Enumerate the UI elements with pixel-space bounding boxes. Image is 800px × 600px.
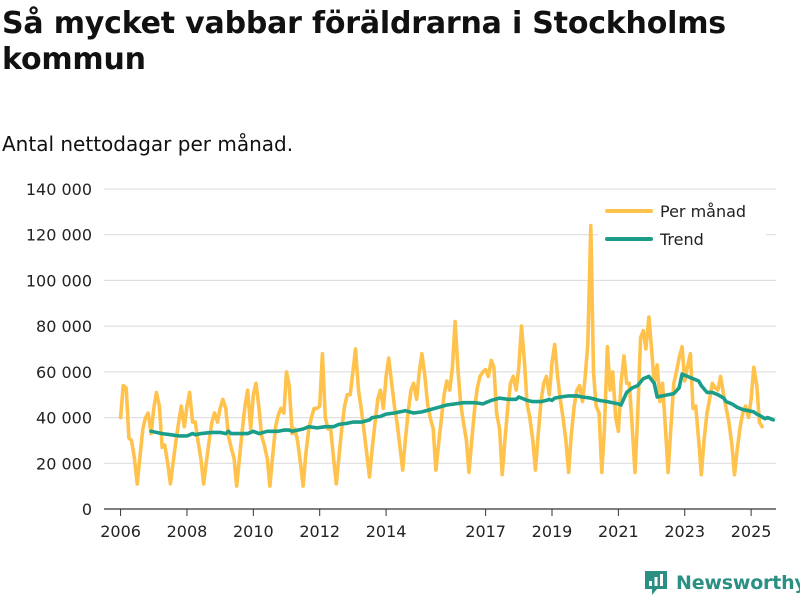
x-tick-label: 2008 xyxy=(167,522,208,541)
y-tick-label: 40 000 xyxy=(36,409,92,428)
x-tick-label: 2019 xyxy=(532,522,573,541)
newsworthy-logo: Newsworthy xyxy=(644,568,800,598)
x-tick-label: 2017 xyxy=(465,522,506,541)
y-tick-label: 60 000 xyxy=(36,363,92,382)
x-axis: 2006 2008 2010 2012 2014 2017 2019 2021 2023 2025 xyxy=(100,509,771,541)
x-tick-label: 2012 xyxy=(299,522,340,541)
y-tick-label: 120 000 xyxy=(26,226,92,245)
y-axis: 0 20 000 40 000 60 000 80 000 100 000 120 000 1… xyxy=(26,180,92,519)
x-tick-label: 2010 xyxy=(233,522,274,541)
legend-label-per-manad: Per månad xyxy=(660,202,746,221)
y-tick-label: 0 xyxy=(82,500,92,519)
legend: Per månad Trend xyxy=(598,196,766,256)
x-tick-label: 2021 xyxy=(598,522,639,541)
y-tick-label: 20 000 xyxy=(36,454,92,473)
series-line-trend xyxy=(149,372,776,438)
series-line-per-manad xyxy=(118,223,764,488)
x-tick-label: 2006 xyxy=(100,522,141,541)
newsworthy-logo-text: Newsworthy xyxy=(676,572,800,594)
y-tick-label: 100 000 xyxy=(26,271,92,290)
chart-title: Så mycket vabbar föräldrarna i Stockholm… xyxy=(2,6,726,77)
x-tick-label: 2023 xyxy=(664,522,705,541)
chart-subtitle: Antal nettodagar per månad. xyxy=(2,132,294,156)
x-tick-label: 2014 xyxy=(366,522,407,541)
legend-background xyxy=(598,196,766,256)
x-tick-label: 2025 xyxy=(731,522,772,541)
newsworthy-logo-icon xyxy=(645,571,667,595)
series-group xyxy=(118,223,776,488)
y-tick-label: 140 000 xyxy=(26,180,92,199)
y-tick-label: 80 000 xyxy=(36,317,92,336)
legend-label-trend: Trend xyxy=(659,230,704,249)
